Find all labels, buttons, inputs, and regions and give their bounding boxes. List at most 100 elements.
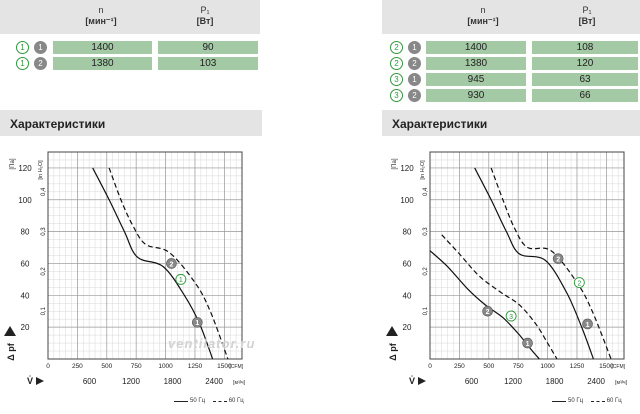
right-col-p-title: P₁ (582, 5, 592, 15)
marker-label: 1 (179, 277, 183, 284)
operating-point-marker (552, 253, 564, 264)
y2-tick-label: 0,4 (41, 187, 47, 196)
power-cell: 103 (158, 57, 258, 70)
chart-legend-right: 50 Гц 60 Гц (550, 398, 622, 405)
section-header-right: Характеристики (382, 110, 640, 136)
rpm-cell: 1400 (53, 41, 152, 54)
plot-frame (429, 151, 625, 360)
legend-solid-line (552, 400, 566, 402)
marker-label: 2 (556, 256, 560, 263)
mode-marker: 2 (34, 57, 47, 70)
plot-frame (47, 151, 243, 360)
power-cell: 120 (532, 57, 638, 70)
section-title-left: Характеристики (10, 117, 106, 131)
curve-id-marker (505, 310, 517, 322)
x-tick-label-cfm: 500 (101, 363, 112, 370)
y-tick-label: 80 (21, 228, 30, 237)
x-tick-label-m3h: 1800 (546, 377, 564, 386)
y-tick-label: 40 (403, 291, 412, 300)
y2-tick-label: 0,1 (423, 306, 429, 315)
x-unit-cfm: [CFM] (611, 364, 625, 370)
curve-solid-3 (429, 250, 540, 360)
legend-solid-label: 50 Гц (190, 398, 206, 404)
x-tick-label-m3h: 600 (83, 377, 97, 386)
rpm-cell: 1400 (426, 41, 526, 54)
operating-point-marker (522, 337, 533, 349)
x-tick-label-cfm: 1500 (217, 363, 232, 370)
x-tick-label-cfm: 750 (513, 363, 524, 370)
x-tick-label-cfm: 1250 (570, 363, 585, 370)
marker-label: 1 (195, 320, 199, 327)
left-col-n-unit: [мин⁻¹] (85, 16, 117, 26)
y-axis-label: Δ pf (6, 342, 16, 360)
operating-point-marker (482, 305, 493, 317)
curve-id-marker (175, 273, 187, 285)
x-axis-arrow (418, 377, 426, 385)
marker-label: 1 (586, 322, 590, 329)
left-col-p-unit: [Вт] (196, 16, 214, 26)
curve-solid-2 (474, 167, 594, 360)
curve-marker: 3 (390, 73, 403, 86)
y-axis-label: Δ pf (388, 342, 398, 360)
y-tick-label: 120 (400, 164, 414, 173)
y-axis-arrow (4, 326, 16, 336)
legend-solid-label: 50 Гц (568, 398, 584, 404)
section-title-right: Характеристики (392, 117, 488, 131)
y2-tick-label: 0,2 (423, 267, 429, 276)
mode-marker: 1 (34, 41, 47, 54)
section-header-left: Характеристики (0, 110, 262, 136)
mode-marker: 2 (408, 89, 421, 102)
marker-label: 2 (577, 280, 581, 287)
y-unit-label: [Па] (10, 158, 16, 169)
mode-marker: 1 (408, 41, 421, 54)
curve-dashed-2 (490, 167, 612, 360)
curve-marker: 1 (16, 41, 29, 54)
watermark: ventilator.ru (168, 336, 256, 351)
curve-marker: 2 (390, 41, 403, 54)
x-tick-label-cfm: 250 (72, 363, 83, 370)
operating-point-marker (192, 317, 203, 328)
x-tick-label-m3h: 1200 (122, 377, 140, 386)
right-col-n-unit: [мин⁻¹] (467, 16, 499, 26)
curve-marker: 3 (390, 89, 403, 102)
x-axis-label: V̇ (27, 376, 33, 386)
legend-dashed-label: 60 Гц (228, 398, 244, 404)
legend-dashed-line (590, 400, 605, 402)
curve-dashed-3 (441, 234, 558, 360)
chart-legend-left: 50 Гц 60 Гц (172, 398, 244, 405)
right-col-p-unit: [Вт] (578, 16, 596, 26)
x-tick-label-m3h: 600 (465, 377, 479, 386)
y-tick-label: 120 (18, 164, 32, 173)
left-col-n-header: n [мин⁻¹] (46, 5, 156, 27)
x-tick-label-cfm: 1500 (599, 363, 614, 370)
left-col-p-header: P₁ [Вт] (150, 5, 260, 27)
x-tick-label-m3h: 2400 (587, 377, 605, 386)
curve-id-marker (573, 277, 585, 289)
right-col-p-header: P₁ [Вт] (532, 5, 640, 27)
y-unit-label: [Па] (392, 158, 398, 169)
right-col-n-header: n [мин⁻¹] (428, 5, 538, 27)
y-axis-arrow (386, 326, 398, 336)
rpm-cell: 930 (426, 89, 526, 102)
x-unit-m3h: [м³/ч] (233, 380, 245, 386)
x-tick-label-cfm: 1000 (540, 363, 555, 370)
marker-label: 2 (170, 261, 174, 268)
left-table-header: n [мин⁻¹] P₁ [Вт] (0, 0, 260, 34)
y2-tick-label: 0,1 (41, 306, 47, 315)
operating-point-marker (582, 318, 593, 330)
mode-marker: 2 (408, 57, 421, 70)
mode-marker: 1 (408, 73, 421, 86)
marker-label: 2 (486, 309, 490, 316)
x-tick-label-cfm: 500 (483, 363, 494, 370)
x-axis-label: V̇ (409, 376, 415, 386)
x-unit-cfm: [CFM] (229, 364, 243, 370)
curve-marker: 1 (16, 57, 29, 70)
y-tick-label: 100 (18, 196, 32, 205)
x-axis-arrow (36, 377, 44, 385)
x-tick-label-cfm: 750 (131, 363, 142, 370)
rpm-cell: 1380 (53, 57, 152, 70)
y2-tick-label: 0,3 (423, 227, 429, 236)
x-tick-label-cfm: 0 (428, 363, 432, 370)
legend-dashed-line (212, 400, 227, 402)
